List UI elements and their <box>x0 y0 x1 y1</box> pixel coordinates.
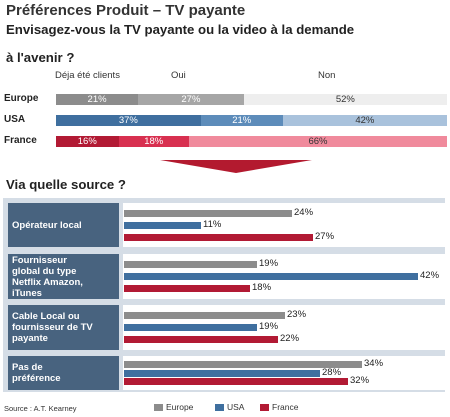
bar-segment: 21% <box>200 115 283 126</box>
bar-segment: 18% <box>118 136 189 147</box>
legend-swatch <box>215 404 224 411</box>
data-label: 27% <box>315 230 335 242</box>
bar <box>124 221 201 229</box>
category-label: Fournisseur global du type Netflix Amazo… <box>8 254 119 299</box>
bar <box>124 360 362 368</box>
question-line-2: à l'avenir ? <box>6 50 75 65</box>
data-label: 42% <box>420 270 440 281</box>
down-arrow-icon <box>160 160 312 173</box>
source-chart-panel: Opérateur local 24% 11% 27% Fournisseur glob… <box>3 198 445 392</box>
bar <box>124 285 250 293</box>
bar-segment: 37% <box>56 115 201 126</box>
column-header: Déja été clients <box>55 70 120 81</box>
data-label: 24% <box>294 206 314 218</box>
column-header: Non <box>318 70 336 81</box>
legend-swatch <box>154 404 163 411</box>
data-label: 19% <box>259 257 279 269</box>
data-label: 32% <box>350 375 370 387</box>
category-label: Cable Local ou fournisseur de TV payante <box>8 305 119 350</box>
source-note: Source : A.T. Kearney <box>4 404 77 413</box>
column-header: Oui <box>171 70 186 81</box>
data-label: 11% <box>203 218 222 230</box>
bar-segment: 27% <box>138 94 244 105</box>
bar <box>124 209 292 217</box>
legend-label: Europe <box>166 402 194 412</box>
legend-swatch <box>260 404 269 411</box>
data-label: 23% <box>287 308 307 320</box>
bar <box>124 378 348 386</box>
legend-label: USA <box>227 402 245 412</box>
bar <box>124 311 285 319</box>
bar <box>124 336 278 344</box>
data-label: 34% <box>364 357 384 369</box>
bar <box>124 260 257 268</box>
stacked-bar-chart: Déja été clients Oui Non Europe 21% 27% 52% USA… <box>0 0 450 160</box>
bar <box>124 324 257 331</box>
category-label: Pas de préférence <box>8 356 119 390</box>
bar-segment: 16% <box>56 136 119 147</box>
question-line-1: Envisagez-vous la TV payante ou la video… <box>6 22 355 37</box>
data-label: 22% <box>280 333 300 345</box>
data-label: 28% <box>322 366 342 378</box>
bar-segment: 52% <box>243 94 447 105</box>
data-label: 19% <box>259 321 279 332</box>
row-label: Europe <box>4 93 39 104</box>
data-label: 18% <box>252 282 272 294</box>
chart-title: Préférences Produit – TV payante <box>6 2 246 19</box>
row-label: USA <box>4 114 26 125</box>
bar-segment: 42% <box>282 115 447 126</box>
bar <box>124 233 313 241</box>
row-label: France <box>4 135 37 146</box>
section-title: Via quelle source ? <box>6 177 126 192</box>
bar <box>124 273 418 280</box>
bar-segment: 21% <box>56 94 139 105</box>
legend-label: France <box>272 402 299 412</box>
bar <box>124 369 320 377</box>
category-label: Opérateur local <box>8 203 119 247</box>
bar-segment: 66% <box>188 136 447 147</box>
